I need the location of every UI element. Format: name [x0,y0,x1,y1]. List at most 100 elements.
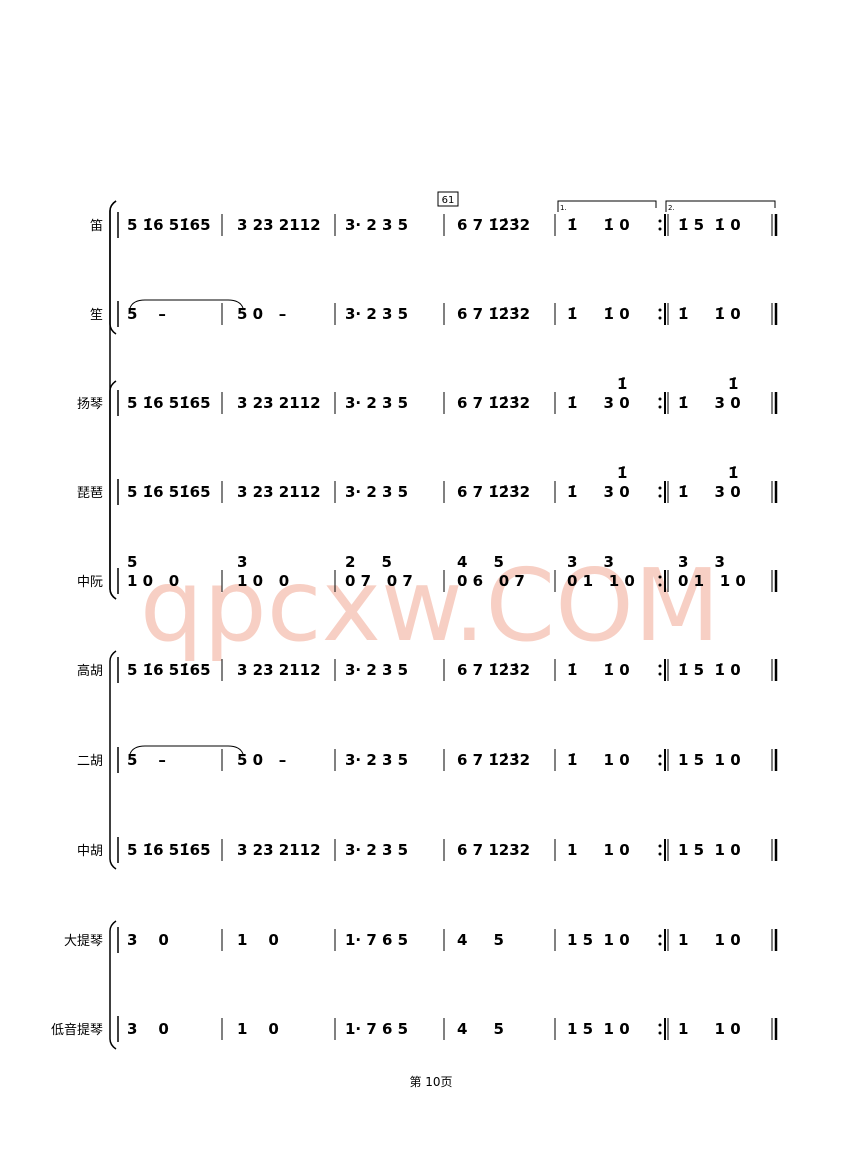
measure: 1 5 1 0 [678,841,741,859]
instrument-name: 扬琴 [77,397,103,412]
upper-note: 3 3 [678,553,725,571]
measure: 1 1 0 [678,931,741,949]
measure: 3· 2 3 5 [345,216,408,234]
measure: 4 5 [457,931,504,949]
measure: 5 0 – [237,305,286,323]
repeat-dot [658,754,662,758]
upper-note: 3 [237,553,247,571]
measure: 1̇ 5 1̇ 0 [678,216,741,234]
measure: 3· 2 3 5 [345,661,408,679]
instrument-name: 中阮 [77,575,103,590]
measure: 6 7 1̇2̇3̇2 [457,216,530,234]
measure: 0 6 0 7 [457,572,525,590]
volta-label: 1. [560,204,567,212]
upper-note: 4 5 [457,553,504,571]
measure: 5 1̇6 51̇65 [127,841,211,859]
measure: 3 23 2112 [237,661,321,679]
measure: 1 0 [237,1020,279,1038]
measure: 3· 2 3 5 [345,394,408,412]
measure: 1̇ 3 0 [567,483,630,501]
measure: 3 0 [127,1020,169,1038]
footer: 第 10页 [409,1075,452,1089]
measure: 1̇ 1̇ 0 [678,305,741,323]
repeat-dot [658,1023,662,1027]
repeat-dot [658,397,662,401]
instrument-name: 高胡 [77,663,103,679]
measure: 6 7 1̇2̇3̇2 [457,661,530,679]
measure: 1 5 1 0 [567,1020,630,1038]
group-bracket [109,650,117,870]
slur [129,299,244,309]
measure: 3 0 [127,931,169,949]
measure: 1̇ 1̇ 0 [567,216,630,234]
measure: 3· 2 3 5 [345,483,408,501]
repeat-dot [658,308,662,312]
upper-note: 5 [127,553,137,571]
measure: 1̇ 5 1̇ 0 [678,661,741,679]
measure: 1 1 0 [678,1020,741,1038]
instrument-name: 笛 [90,218,103,234]
upper-note: 1̇ [617,464,627,482]
upper-note: 2 5 [345,553,392,571]
repeat-dot [658,844,662,848]
upper-note: 1̇ [728,375,738,393]
measure: 3· 2 3 5 [345,751,408,769]
repeat-dot [658,934,662,938]
rehearsal-box [437,191,459,207]
repeat-dot [658,942,662,946]
measure: 3 23 2112 [237,841,321,859]
measure: 0 7 0 7 [345,572,413,590]
measure: 5 – [127,751,166,769]
group-bracket [109,200,117,335]
measure: 1· 7 6 5 [345,1020,408,1038]
measure: 3· 2 3 5 [345,841,408,859]
measure: 5 1̇6 51̇65 [127,394,211,412]
measure: 1̇ 3 0 [678,483,741,501]
measure: 1 0 0 [127,572,179,590]
repeat-dot [658,664,662,668]
group-bracket [109,380,117,600]
measure: 3 23 2112 [237,394,321,412]
instrument-name: 琵琶 [77,486,103,501]
instrument-name: 二胡 [77,754,103,769]
measure: 6 7 1̇2̇3̇2 [457,394,530,412]
instrument-name: 笙 [90,307,103,323]
repeat-dot [658,227,662,231]
upper-note: 3 3 [567,553,614,571]
upper-note: 1̇ [728,464,738,482]
repeat-dot [658,316,662,320]
measure: 1̇ 1 0 [567,751,630,769]
measure: 5 1̇6 51̇65 [127,483,211,501]
slur [129,745,244,755]
repeat-dot [658,494,662,498]
measure: 5 – [127,305,166,323]
measure: 5 0 – [237,751,286,769]
measure: 1 5 1 0 [567,931,630,949]
repeat-dot [658,762,662,766]
instrument-name: 低音提琴 [51,1022,103,1038]
measure: 6 7 1232 [457,841,530,859]
measure: 1 0 0 [237,572,289,590]
measure: 1̇ 1̇ 0 [567,305,630,323]
volta-bracket [557,200,657,212]
measure: 5 1̇6 51̇65 [127,661,211,679]
measure: 6 7 1̇2̇3̇2 [457,751,530,769]
measure: 6 7 1̇2̇3̇2 [457,305,530,323]
measure: 1̇ 3 0 [678,394,741,412]
repeat-dot [658,219,662,223]
measure: 1̇ 3 0 [567,394,630,412]
volta-label: 2. [668,204,675,212]
repeat-dot [658,852,662,856]
measure: 1̇ 1̇ 0 [567,661,630,679]
measure: 3· 2 3 5 [345,305,408,323]
upper-note: 1̇ [617,375,627,393]
repeat-dot [658,405,662,409]
measure: 6 7 1̇2̇3̇2 [457,483,530,501]
repeat-dot [658,583,662,587]
watermark: qpcxw.COM [140,547,720,664]
rehearsal-mark: 61 [442,195,455,206]
instrument-name: 大提琴 [64,933,103,949]
measure: 3 23 2112 [237,483,321,501]
measure: 3 23 2112 [237,216,321,234]
